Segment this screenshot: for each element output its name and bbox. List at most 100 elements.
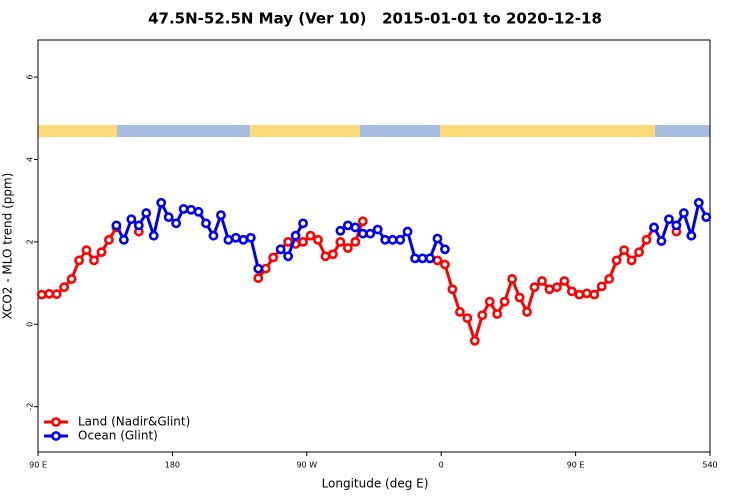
x-tick-label: 90 E [567,461,585,470]
point [365,228,376,239]
land-ocean-strip [38,125,710,137]
point [559,276,570,286]
point [298,218,308,229]
point [335,236,346,247]
point [193,206,204,217]
point [410,253,420,264]
point [186,204,196,215]
point [656,236,667,246]
point [634,247,644,258]
legend-marker [51,417,61,427]
point [320,251,331,262]
series [111,197,712,274]
point [275,244,286,255]
point [372,224,383,235]
point [589,289,600,300]
point [604,274,615,284]
point [238,234,249,245]
point [36,289,47,300]
legend: Land (Nadir&Glint)Ocean (Glint) [44,415,190,443]
point [626,255,637,266]
point [283,251,294,262]
point [350,236,361,247]
point [462,313,473,323]
x-tick-label: 90 W [296,461,317,470]
x-tick-label: 540 [702,461,717,470]
point [507,274,518,284]
point [380,234,391,245]
point [133,220,144,231]
point [649,222,659,233]
point [566,286,577,297]
point [104,234,114,245]
point [178,204,189,214]
point [208,230,219,241]
point [328,249,338,260]
point [402,226,413,237]
point [387,234,398,245]
point [171,218,182,229]
point [671,220,682,231]
series [38,218,680,345]
point [581,288,592,299]
point [596,281,607,292]
x-tick-label: 0 [439,461,444,470]
point [440,259,450,270]
point [664,214,674,225]
x-axis-label: Longitude (deg E) [322,477,429,491]
point [89,255,99,266]
point [260,263,271,274]
point [66,274,77,284]
point [245,232,256,243]
point [432,233,443,244]
point [529,282,540,293]
point [454,307,465,317]
point [268,252,279,263]
point [357,228,368,239]
point [223,234,234,245]
point [201,218,211,229]
point [432,255,443,266]
point [447,284,458,295]
point [59,282,70,293]
point [216,210,226,220]
point [701,212,712,223]
point [440,244,450,255]
y-axis-label: XCO2 - MLO trend (ppm) [1,173,15,320]
point [417,253,428,264]
point [619,245,630,256]
point [118,234,129,245]
legend-marker [51,431,61,441]
point [499,296,510,307]
chart-title: 47.5N-52.5N May (Ver 10) 2015-01-01 to 2… [148,10,602,28]
point [156,197,167,208]
y-tick-label: 6 [26,75,35,80]
x-tick-label: 180 [165,461,180,470]
point [81,245,92,256]
point [611,255,622,266]
point [96,247,107,258]
y-tick-label: 0 [26,322,35,327]
point [230,232,241,243]
point [395,234,406,245]
point [641,234,652,245]
point [544,284,555,295]
point [537,276,547,286]
point [305,230,316,241]
legend-label: Ocean (Glint) [78,429,158,443]
point [342,220,353,231]
point [51,289,62,300]
point [678,208,689,218]
point [484,296,495,307]
x-tick-label: 90 E [29,461,47,470]
y-tick-label: 4 [26,157,35,162]
point [522,307,532,317]
point [253,263,264,274]
y-tick-label: 2 [26,239,35,244]
point [425,253,435,264]
point [253,273,264,284]
point [552,282,562,293]
point [283,236,294,247]
plot-frame [37,39,711,453]
